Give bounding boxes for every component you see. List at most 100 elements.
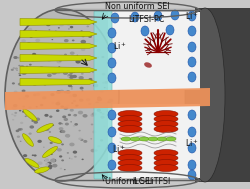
Polygon shape (20, 30, 96, 37)
Ellipse shape (32, 53, 36, 56)
Ellipse shape (187, 127, 195, 137)
Ellipse shape (109, 81, 112, 83)
Ellipse shape (14, 91, 18, 93)
Ellipse shape (26, 80, 30, 83)
Ellipse shape (5, 9, 118, 181)
Ellipse shape (140, 26, 148, 36)
Ellipse shape (39, 66, 44, 70)
Ellipse shape (80, 139, 83, 141)
Ellipse shape (24, 115, 27, 117)
Ellipse shape (107, 101, 110, 103)
Ellipse shape (26, 56, 28, 57)
Ellipse shape (93, 84, 98, 87)
Ellipse shape (32, 154, 34, 156)
Ellipse shape (70, 52, 74, 55)
Ellipse shape (187, 57, 195, 67)
Ellipse shape (65, 90, 70, 94)
Ellipse shape (23, 154, 27, 157)
Ellipse shape (99, 112, 102, 113)
Ellipse shape (55, 31, 56, 32)
Ellipse shape (154, 11, 161, 21)
Ellipse shape (72, 75, 77, 78)
Ellipse shape (74, 56, 77, 59)
Ellipse shape (94, 149, 97, 152)
Ellipse shape (39, 46, 40, 47)
Polygon shape (20, 67, 96, 74)
Ellipse shape (108, 99, 113, 102)
Ellipse shape (59, 23, 64, 26)
Ellipse shape (18, 83, 22, 86)
Ellipse shape (44, 127, 49, 131)
Ellipse shape (34, 154, 36, 156)
Ellipse shape (68, 75, 74, 79)
Ellipse shape (58, 80, 63, 83)
Ellipse shape (130, 137, 140, 141)
Ellipse shape (18, 73, 20, 74)
Ellipse shape (18, 128, 21, 131)
Ellipse shape (156, 137, 166, 141)
Ellipse shape (71, 102, 73, 104)
Ellipse shape (66, 135, 70, 137)
Ellipse shape (104, 81, 108, 84)
Ellipse shape (106, 75, 109, 77)
Ellipse shape (72, 151, 77, 154)
Ellipse shape (26, 46, 31, 49)
Ellipse shape (34, 121, 38, 124)
Ellipse shape (11, 69, 14, 71)
Ellipse shape (59, 57, 63, 60)
Ellipse shape (26, 112, 29, 115)
Ellipse shape (22, 106, 25, 108)
Ellipse shape (118, 125, 142, 132)
Ellipse shape (45, 163, 49, 166)
Ellipse shape (72, 100, 76, 102)
Ellipse shape (44, 158, 49, 162)
Ellipse shape (78, 111, 83, 114)
Ellipse shape (19, 128, 23, 131)
Ellipse shape (50, 154, 52, 155)
Ellipse shape (35, 118, 40, 121)
Ellipse shape (110, 13, 118, 23)
Ellipse shape (46, 57, 50, 60)
Ellipse shape (64, 169, 66, 170)
Ellipse shape (31, 60, 34, 62)
Ellipse shape (83, 140, 87, 143)
Ellipse shape (13, 67, 15, 69)
Ellipse shape (51, 71, 57, 75)
Ellipse shape (154, 164, 177, 171)
Ellipse shape (12, 119, 14, 121)
Ellipse shape (32, 46, 34, 48)
Ellipse shape (187, 170, 195, 180)
Ellipse shape (48, 137, 62, 143)
Ellipse shape (60, 105, 64, 108)
Ellipse shape (18, 65, 20, 66)
Ellipse shape (187, 110, 195, 120)
Ellipse shape (49, 115, 52, 118)
Ellipse shape (76, 105, 78, 106)
Ellipse shape (78, 130, 80, 131)
Text: Li$^+$: Li$^+$ (184, 10, 198, 22)
Ellipse shape (61, 159, 64, 161)
Ellipse shape (118, 115, 142, 122)
Ellipse shape (72, 20, 74, 21)
Ellipse shape (154, 111, 177, 118)
Ellipse shape (106, 87, 111, 90)
Ellipse shape (108, 110, 112, 113)
Ellipse shape (118, 121, 142, 128)
Ellipse shape (22, 71, 26, 75)
Ellipse shape (51, 159, 56, 162)
Ellipse shape (60, 168, 62, 169)
Ellipse shape (11, 114, 14, 115)
Ellipse shape (35, 39, 40, 42)
Ellipse shape (25, 95, 29, 98)
Ellipse shape (61, 143, 64, 145)
Ellipse shape (70, 26, 73, 28)
Ellipse shape (18, 98, 21, 100)
Ellipse shape (58, 44, 61, 47)
Ellipse shape (154, 125, 177, 132)
Ellipse shape (102, 113, 103, 115)
Ellipse shape (101, 73, 105, 76)
Bar (108, 104, 199, 178)
Ellipse shape (28, 132, 32, 135)
Ellipse shape (92, 71, 94, 73)
Ellipse shape (72, 40, 74, 41)
